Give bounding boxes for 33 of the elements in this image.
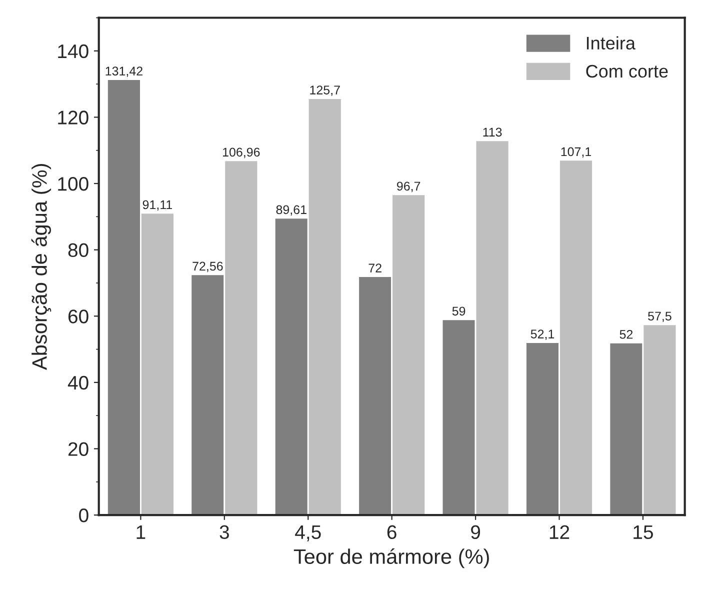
x-tick-label: 12 — [550, 525, 570, 539]
legend-label: Com corte — [586, 64, 668, 78]
y-tick-label: 100 — [58, 176, 88, 191]
data-label: 125,7 — [310, 86, 340, 96]
data-label: 57,5 — [648, 312, 672, 322]
x-tick-label: 9 — [471, 525, 480, 540]
x-axis-title: Teor de mármore (%) — [294, 548, 489, 568]
data-label: 52,1 — [530, 330, 554, 340]
y-tick-label: 140 — [58, 44, 88, 58]
data-label: 96,7 — [396, 182, 420, 192]
x-tick-label: 6 — [387, 525, 396, 540]
x-tick-label: 4,5 — [295, 525, 321, 542]
data-label: 113 — [483, 128, 502, 137]
y-axis-title: Absorção de água (%) — [31, 164, 52, 370]
data-label: 59 — [452, 306, 466, 316]
data-label: 106,96 — [222, 148, 260, 158]
data-label: 131,42 — [106, 66, 142, 77]
y-tick-label: 80 — [68, 243, 88, 258]
legend-label: Inteira — [586, 36, 636, 50]
data-label: 72 — [368, 264, 382, 272]
x-tick-label: 1 — [136, 525, 146, 539]
data-label: 89,61 — [276, 205, 306, 216]
x-tick-label: 15 — [634, 525, 653, 540]
y-tick-label: 120 — [58, 110, 88, 124]
data-label: 72,56 — [192, 262, 223, 272]
data-label: 107,1 — [561, 147, 592, 158]
y-tick-label: 20 — [68, 442, 88, 456]
x-tick-label: 3 — [220, 525, 229, 540]
y-tick-label: 60 — [68, 310, 88, 324]
data-label: 91,11 — [142, 200, 172, 211]
y-tick-label: 0 — [79, 508, 88, 522]
y-tick-label: 40 — [68, 376, 88, 390]
data-label: 52 — [620, 330, 633, 339]
